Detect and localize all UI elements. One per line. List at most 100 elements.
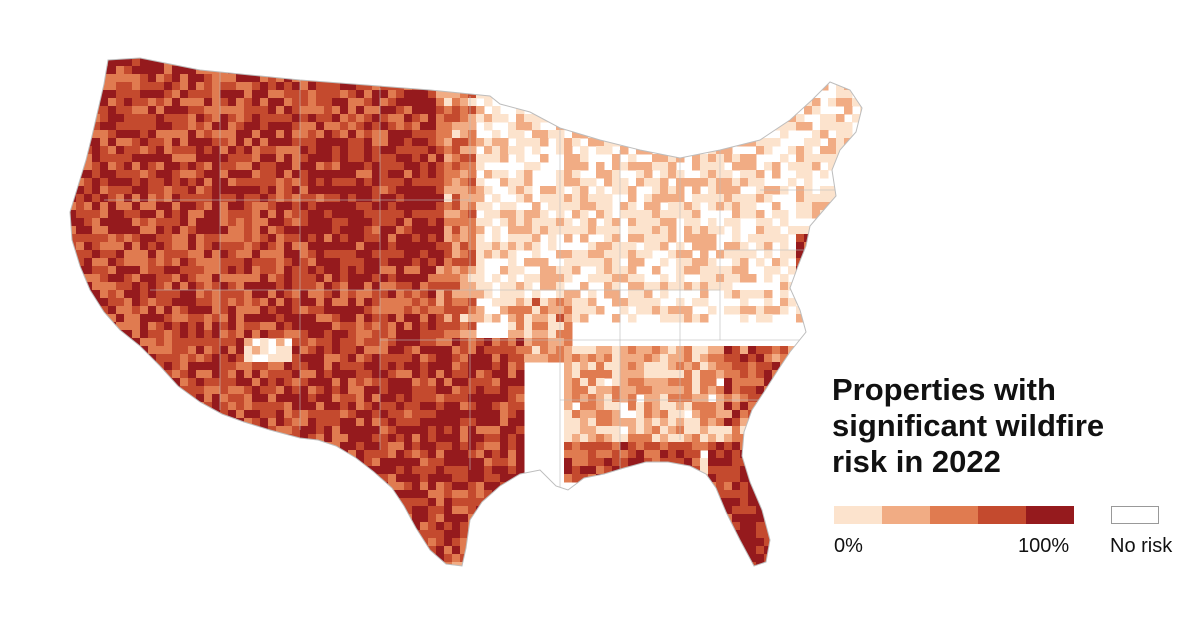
county-cell bbox=[100, 418, 109, 427]
county-cell bbox=[460, 106, 469, 115]
county-cell bbox=[732, 274, 741, 283]
county-cell bbox=[732, 306, 741, 315]
county-cell bbox=[324, 146, 333, 155]
county-cell bbox=[420, 90, 429, 99]
county-cell bbox=[140, 186, 149, 195]
county-cell bbox=[572, 346, 581, 355]
county-cell bbox=[92, 290, 101, 299]
county-cell bbox=[364, 210, 373, 219]
county-cell bbox=[356, 250, 365, 259]
county-cell bbox=[212, 298, 221, 307]
county-cell bbox=[228, 58, 237, 59]
county-cell bbox=[196, 234, 205, 243]
county-cell bbox=[452, 122, 461, 131]
county-cell bbox=[692, 226, 701, 235]
county-cell bbox=[740, 178, 749, 187]
county-cell bbox=[700, 434, 709, 443]
county-cell bbox=[132, 514, 141, 523]
county-cell bbox=[140, 258, 149, 267]
county-cell bbox=[428, 98, 437, 107]
county-cell bbox=[204, 282, 213, 291]
county-cell bbox=[852, 98, 861, 107]
county-cell bbox=[372, 154, 381, 163]
county-cell bbox=[532, 306, 541, 315]
county-cell bbox=[300, 258, 309, 267]
county-cell bbox=[100, 426, 109, 435]
county-cell bbox=[276, 362, 285, 371]
county-cell bbox=[260, 330, 269, 339]
county-cell bbox=[284, 154, 293, 163]
county-cell bbox=[356, 290, 365, 299]
county-cell bbox=[172, 306, 181, 315]
county-cell bbox=[540, 274, 549, 283]
county-cell bbox=[796, 466, 805, 475]
county-cell bbox=[756, 458, 765, 467]
county-cell bbox=[180, 426, 189, 435]
county-cell bbox=[844, 210, 853, 219]
county-cell bbox=[292, 58, 301, 67]
county-cell bbox=[388, 114, 397, 123]
county-cell bbox=[332, 114, 341, 123]
county-cell bbox=[252, 218, 261, 227]
county-cell bbox=[732, 514, 741, 523]
county-cell bbox=[508, 378, 517, 387]
county-cell bbox=[84, 386, 93, 395]
county-cell bbox=[60, 362, 69, 371]
county-cell bbox=[116, 250, 125, 259]
county-cell bbox=[420, 442, 429, 451]
county-cell bbox=[724, 386, 733, 395]
county-cell bbox=[548, 346, 557, 355]
county-cell bbox=[260, 346, 269, 355]
county-cell bbox=[276, 138, 285, 147]
county-cell bbox=[452, 426, 461, 435]
county-cell bbox=[844, 162, 853, 171]
county-cell bbox=[100, 154, 109, 163]
county-cell bbox=[284, 266, 293, 275]
county-cell bbox=[404, 442, 413, 451]
county-cell bbox=[444, 482, 453, 491]
county-cell bbox=[452, 58, 461, 67]
county-cell bbox=[220, 162, 229, 171]
county-cell bbox=[404, 466, 413, 475]
county-cell bbox=[100, 202, 109, 211]
county-cell bbox=[828, 290, 837, 299]
county-cell bbox=[172, 338, 181, 347]
county-cell bbox=[140, 378, 149, 387]
county-cell bbox=[420, 370, 429, 379]
county-cell bbox=[628, 234, 637, 243]
county-cell bbox=[452, 210, 461, 219]
county-cell bbox=[92, 306, 101, 315]
county-cell bbox=[124, 266, 133, 275]
county-cell bbox=[580, 362, 589, 371]
county-cell bbox=[508, 434, 517, 443]
county-cell bbox=[644, 354, 653, 363]
county-cell bbox=[572, 210, 581, 219]
county-cell bbox=[324, 162, 333, 171]
county-cell bbox=[508, 442, 517, 451]
county-cell bbox=[396, 402, 405, 411]
county-cell bbox=[196, 138, 205, 147]
county-cell bbox=[324, 58, 333, 59]
county-cell bbox=[156, 474, 165, 483]
county-cell bbox=[660, 170, 669, 179]
county-cell bbox=[196, 90, 205, 99]
county-cell bbox=[732, 74, 741, 83]
county-cell bbox=[268, 298, 277, 307]
county-cell bbox=[316, 106, 325, 115]
county-cell bbox=[860, 290, 862, 299]
county-cell bbox=[252, 362, 261, 371]
county-cell bbox=[84, 114, 93, 123]
county-cell bbox=[60, 162, 69, 171]
county-cell bbox=[756, 450, 765, 459]
county-cell bbox=[436, 66, 445, 75]
county-cell bbox=[852, 58, 861, 59]
county-cell bbox=[156, 418, 165, 427]
county-cell bbox=[284, 506, 293, 515]
county-cell bbox=[188, 282, 197, 291]
county-cell bbox=[732, 482, 741, 491]
county-cell bbox=[228, 362, 237, 371]
county-cell bbox=[148, 234, 157, 243]
county-cell bbox=[236, 58, 245, 67]
county-cell bbox=[500, 466, 509, 475]
county-cell bbox=[644, 66, 653, 75]
